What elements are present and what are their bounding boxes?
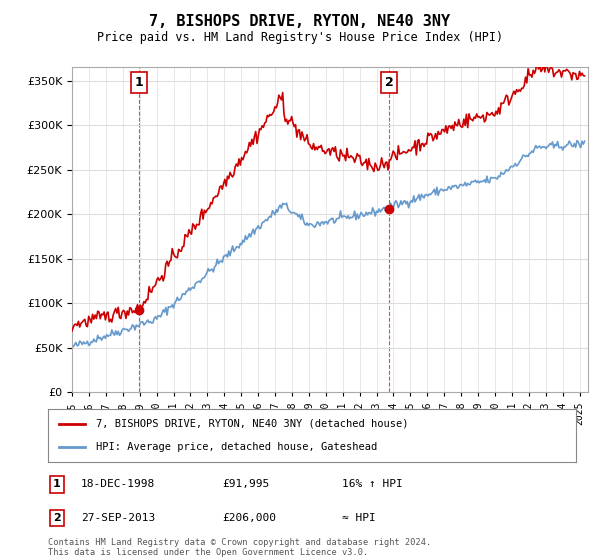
Text: £206,000: £206,000 bbox=[222, 513, 276, 523]
Text: 7, BISHOPS DRIVE, RYTON, NE40 3NY (detached house): 7, BISHOPS DRIVE, RYTON, NE40 3NY (detac… bbox=[95, 419, 408, 429]
Text: 1: 1 bbox=[134, 76, 143, 89]
Text: 1: 1 bbox=[53, 479, 61, 489]
Text: 7, BISHOPS DRIVE, RYTON, NE40 3NY: 7, BISHOPS DRIVE, RYTON, NE40 3NY bbox=[149, 14, 451, 29]
Text: £91,995: £91,995 bbox=[222, 479, 269, 489]
Text: ≈ HPI: ≈ HPI bbox=[342, 513, 376, 523]
Text: 2: 2 bbox=[53, 513, 61, 523]
Text: 27-SEP-2013: 27-SEP-2013 bbox=[81, 513, 155, 523]
Text: Price paid vs. HM Land Registry's House Price Index (HPI): Price paid vs. HM Land Registry's House … bbox=[97, 31, 503, 44]
Text: 2: 2 bbox=[385, 76, 394, 89]
Text: 16% ↑ HPI: 16% ↑ HPI bbox=[342, 479, 403, 489]
Text: HPI: Average price, detached house, Gateshead: HPI: Average price, detached house, Gate… bbox=[95, 442, 377, 452]
Text: 18-DEC-1998: 18-DEC-1998 bbox=[81, 479, 155, 489]
Text: Contains HM Land Registry data © Crown copyright and database right 2024.
This d: Contains HM Land Registry data © Crown c… bbox=[48, 538, 431, 557]
